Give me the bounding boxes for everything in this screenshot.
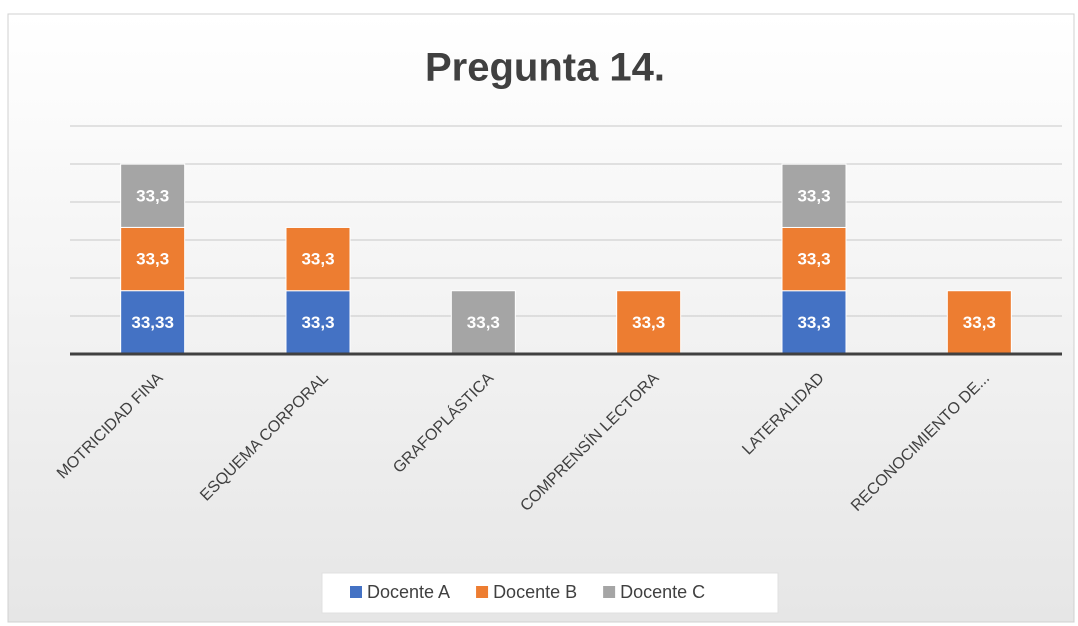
bar-segment [120,290,186,355]
legend-label: Docente A [367,582,450,602]
data-label: 33,3 [797,186,830,205]
data-label: 33,3 [963,313,996,332]
data-label: 33,3 [467,313,500,332]
bar-segment [781,290,847,355]
legend-label: Docente B [493,582,577,602]
bar-segment [946,290,1012,355]
chart-background [7,13,1075,623]
data-label: 33,3 [301,313,334,332]
data-label: 33,3 [136,250,169,269]
bar-segment [120,226,186,292]
data-label: 33,33 [131,313,174,332]
bar-segment [616,290,682,355]
legend-swatch [350,586,362,598]
data-label: 33,3 [797,313,830,332]
bar-segment [285,226,351,292]
data-label: 33,3 [632,313,665,332]
legend-label: Docente C [620,582,705,602]
data-label: 33,3 [301,250,334,269]
legend-box [321,572,779,614]
bar-segment [120,163,186,228]
bar-segment [781,226,847,292]
bar-segment [781,163,847,228]
legend-swatch [603,586,616,598]
chart-title: Pregunta 14. [425,46,665,90]
bar-segment [450,290,516,355]
data-label: 33,3 [797,250,830,269]
legend-swatch [476,586,489,598]
data-label: 33,3 [136,186,169,205]
